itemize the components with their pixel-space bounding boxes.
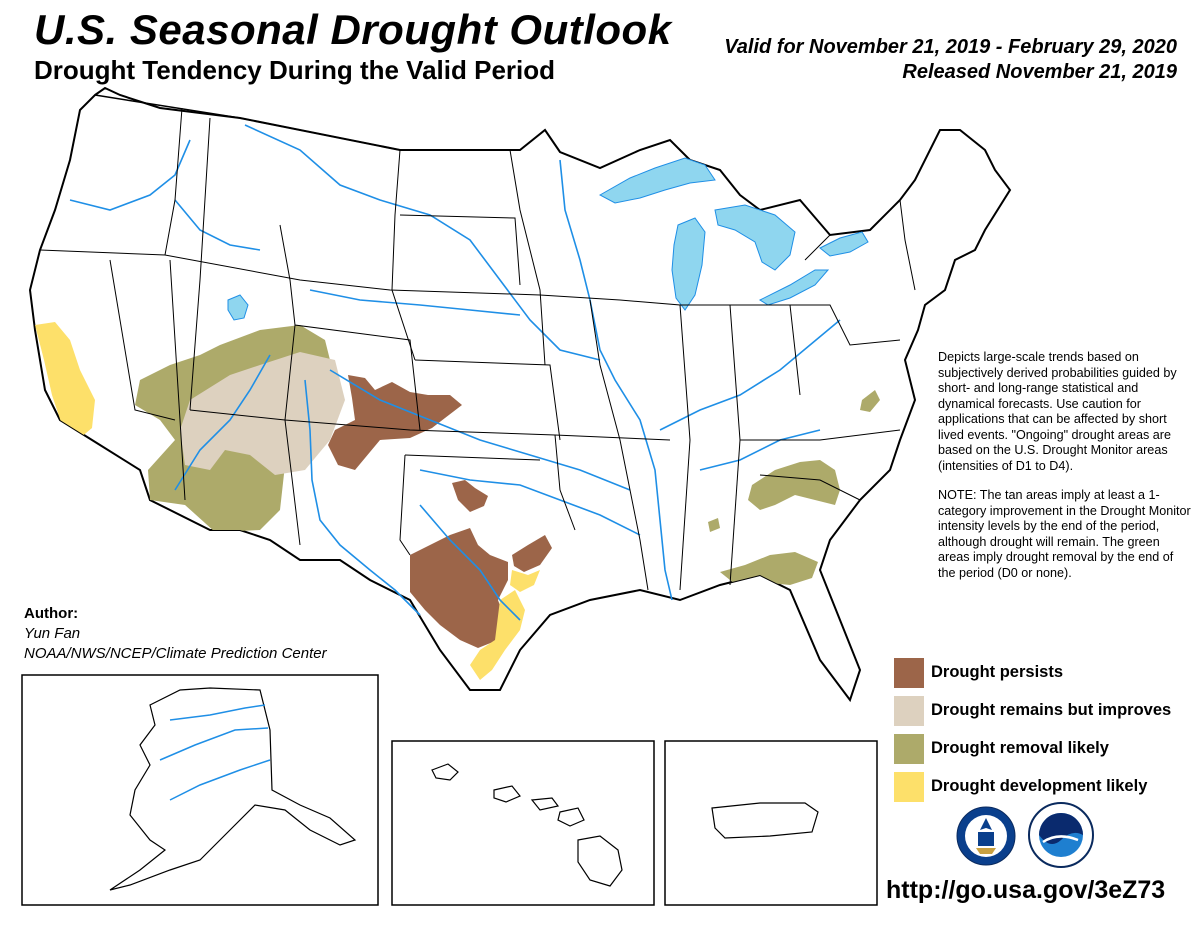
alaska-rivers <box>159 704 271 801</box>
legend-swatch-persists <box>894 658 924 688</box>
notes-paragraph-2: NOTE: The tan areas imply at least a 1-c… <box>938 488 1191 580</box>
brazos-river <box>419 504 521 621</box>
alaska-landmass <box>109 687 357 891</box>
puerto-rico-island <box>711 802 819 839</box>
international-border-outline <box>94 94 401 151</box>
drought-removal-virginia <box>860 390 880 412</box>
lake-huron <box>714 204 796 271</box>
great-lakes <box>227 157 869 321</box>
rivers <box>69 124 841 621</box>
release-date: Released November 21, 2019 <box>902 61 1177 83</box>
legend-label-improves: Drought remains but improves <box>931 701 1172 719</box>
drought-persists-east-texas <box>512 535 552 572</box>
author-label: Author: <box>24 605 79 622</box>
legend-swatch-development <box>894 772 924 802</box>
drought-persists-colorado <box>328 375 462 470</box>
noaa-logo-icon <box>1028 802 1094 868</box>
notes-paragraph-1: Depicts large-scale trends based on subj… <box>938 350 1177 473</box>
arkansas-river <box>329 369 631 491</box>
valid-period: Valid for November 21, 2019 - February 2… <box>724 36 1177 58</box>
nws-logo-icon <box>956 806 1016 866</box>
lake-erie <box>758 269 830 306</box>
legend-label-development: Drought development likely <box>931 777 1148 795</box>
ohio-river <box>659 319 841 431</box>
columbia-river <box>69 139 191 211</box>
legend-item-improves: Drought remains but improves <box>894 696 1199 726</box>
red-river <box>419 469 641 536</box>
drought-removal-alabama <box>708 518 720 532</box>
snake-river <box>174 199 261 251</box>
legend-item-persists: Drought persists <box>894 658 1199 688</box>
legend-swatch-removal <box>894 734 924 764</box>
lake-ontario <box>819 231 869 257</box>
author-name: Yun Fan <box>24 625 81 642</box>
great-salt-lake <box>227 294 249 321</box>
legend-label-persists: Drought persists <box>931 663 1064 681</box>
drought-persists-oklahoma <box>452 480 488 512</box>
outlook-url-link[interactable]: http://go.usa.gov/3eZ73 <box>886 876 1166 904</box>
tennessee-river <box>699 429 821 471</box>
author-block: Author: Yun Fan NOAA/NWS/NCEP/Climate Pr… <box>24 604 327 664</box>
hawaii-islands <box>431 763 623 887</box>
drought-development-california <box>35 322 95 438</box>
drought-development-texas <box>470 590 525 680</box>
legend-label-removal: Drought removal likely <box>931 739 1109 757</box>
author-organization: NOAA/NWS/NCEP/Climate Prediction Center <box>24 645 327 662</box>
drought-development-east-texas <box>510 570 540 592</box>
lake-michigan <box>671 217 706 311</box>
legend-swatch-improves <box>894 696 924 726</box>
drought-persists-texas <box>410 528 508 648</box>
legend-item-removal: Drought removal likely <box>894 734 1199 764</box>
colorado-river <box>174 354 271 491</box>
drought-removal-carolinas <box>748 460 840 510</box>
missouri-river <box>244 124 601 361</box>
map-subtitle: Drought Tendency During the Valid Period <box>34 55 556 85</box>
platte-river <box>309 289 521 316</box>
drought-improves-four-corners <box>180 352 345 475</box>
explanatory-notes: Depicts large-scale trends based on subj… <box>938 350 1193 595</box>
map-title: U.S. Seasonal Drought Outlook <box>34 6 672 53</box>
legend-item-development: Drought development likely <box>894 772 1199 802</box>
mississippi-river <box>559 159 673 601</box>
state-boundaries <box>39 107 916 591</box>
lake-superior <box>598 157 716 204</box>
rio-grande <box>304 379 421 616</box>
